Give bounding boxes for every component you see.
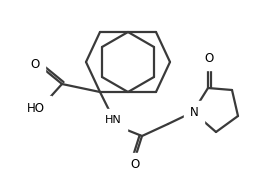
Text: O: O [30,57,40,70]
Text: O: O [204,52,214,65]
Text: N: N [190,106,198,120]
Text: HN: HN [105,115,121,125]
Text: HO: HO [27,101,45,114]
Text: O: O [130,159,140,172]
